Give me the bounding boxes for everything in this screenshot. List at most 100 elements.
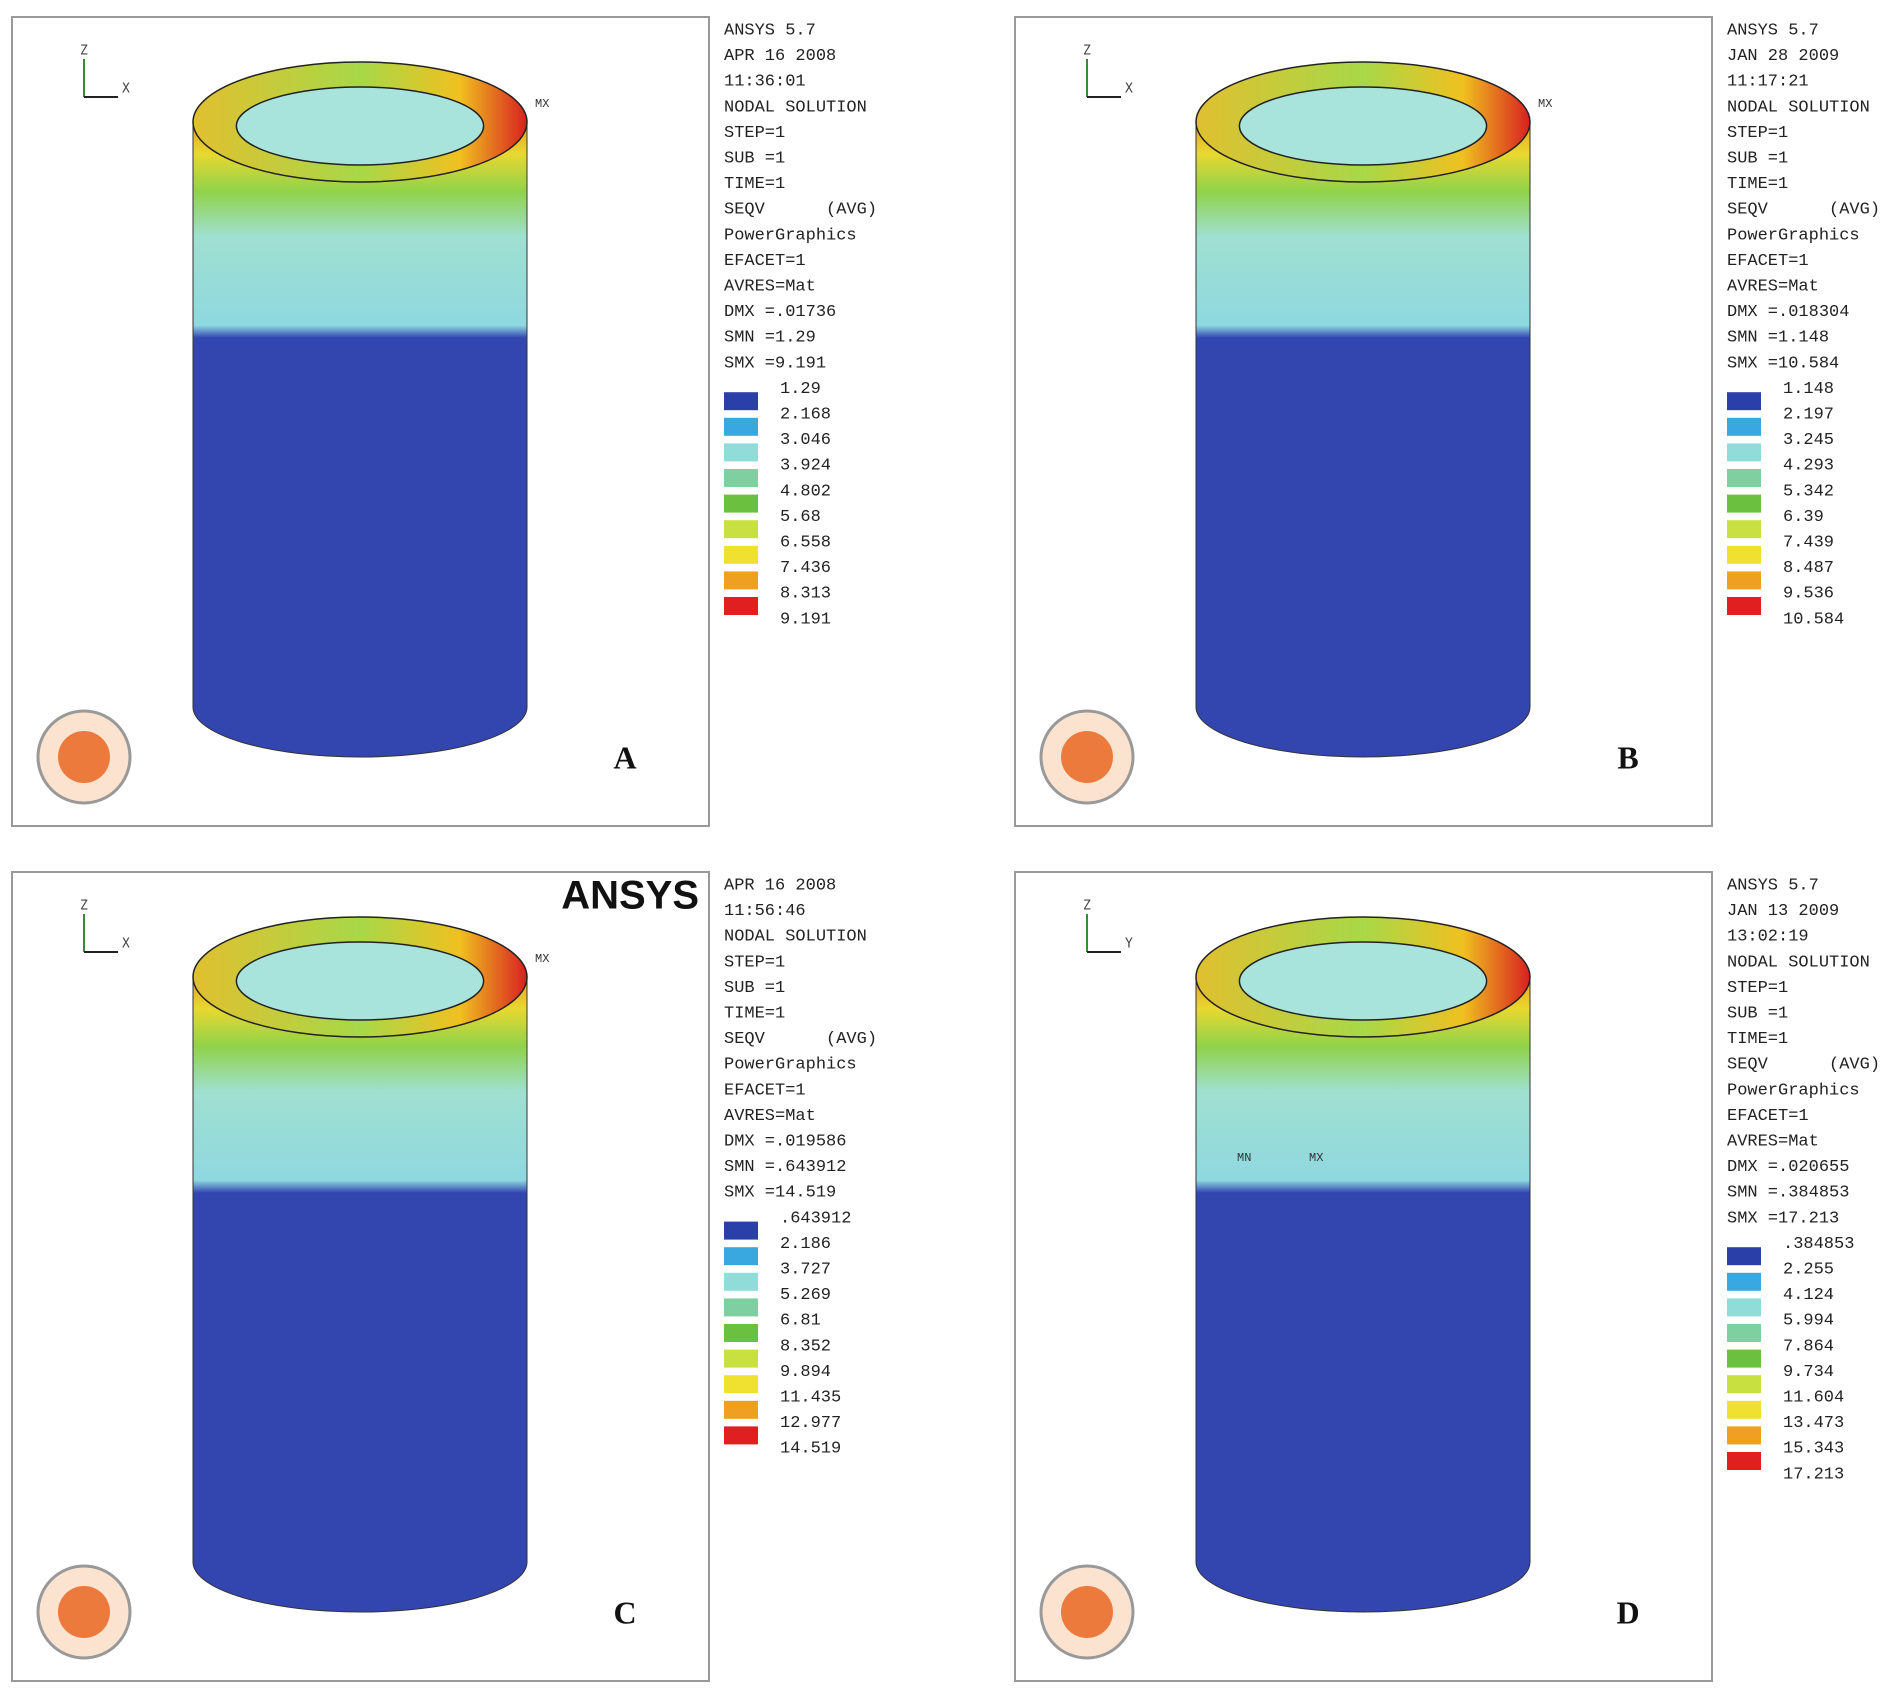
axis-label: X xyxy=(1125,82,1133,97)
legend-swatch xyxy=(724,571,758,590)
info-line: ANSYS 5.7 xyxy=(1727,876,1819,895)
legend-swatch xyxy=(724,1272,758,1291)
info-line: SMN =1.148 xyxy=(1727,329,1829,348)
cylinder-bore xyxy=(235,941,485,1021)
info-line: SEQV (AVG) xyxy=(1727,201,1880,220)
legend-swatch xyxy=(724,417,758,436)
legend-swatch xyxy=(1727,1272,1761,1291)
legend-swatch xyxy=(1727,597,1761,615)
info-line: JAN 13 2009 xyxy=(1727,902,1839,921)
info-line: SMX =17.213 xyxy=(1727,1209,1839,1228)
legend-value: 4.124 xyxy=(1783,1286,1834,1305)
legend-swatch xyxy=(1727,417,1761,436)
legend-swatch xyxy=(724,1221,758,1240)
legend-swatch xyxy=(1727,520,1761,539)
info-line: EFACET=1 xyxy=(1727,252,1809,271)
legend-value: 3.245 xyxy=(1783,431,1834,450)
info-line: ANSYS 5.7 xyxy=(724,21,816,40)
info-line: SUB =1 xyxy=(724,979,785,998)
info-line: APR 16 2008 xyxy=(724,876,836,895)
legend-value: 7.439 xyxy=(1783,533,1834,552)
info-line: NODAL SOLUTION xyxy=(1727,953,1870,972)
info-line: SMX =10.584 xyxy=(1727,354,1839,373)
extreme-marker: MX xyxy=(1538,97,1552,111)
info-line: SMX =9.191 xyxy=(724,354,826,373)
legend-value: 5.342 xyxy=(1783,482,1834,501)
panel-letter: D xyxy=(1616,1594,1639,1630)
info-line: PowerGraphics xyxy=(1727,1081,1860,1100)
axis-label: Z xyxy=(1083,44,1091,59)
legend-swatch xyxy=(1727,469,1761,487)
info-line: TIME=1 xyxy=(724,175,785,194)
legend-swatch xyxy=(724,1324,758,1342)
legend-value: 11.604 xyxy=(1783,1388,1844,1407)
panel: Z X MX A ANSYS 5.7 APR 16 2008 11:36:01 NODAL S… xyxy=(11,16,877,827)
info-line: TIME=1 xyxy=(1727,175,1788,194)
legend-swatch xyxy=(1727,1400,1761,1419)
cylinder-bore xyxy=(1238,941,1488,1021)
panel-letter: C xyxy=(613,1594,636,1630)
info-line: AVRES=Mat xyxy=(724,277,816,296)
axis-label: Z xyxy=(80,44,88,59)
legend-value: .384853 xyxy=(1783,1235,1854,1254)
legend-value: 6.81 xyxy=(780,1312,821,1331)
society-logo-core xyxy=(58,731,110,783)
legend-swatch xyxy=(1727,545,1761,564)
legend-swatch xyxy=(1727,1298,1761,1317)
info-line: DMX =.018304 xyxy=(1727,303,1849,322)
panel-letter: A xyxy=(613,739,636,775)
society-logo-core xyxy=(1061,731,1113,783)
panel: Z X MX ANSYS C APR 16 2008 11:56:46 NODAL SOLUT… xyxy=(11,871,877,1682)
legend-swatch xyxy=(724,520,758,539)
legend-swatch xyxy=(1727,443,1761,462)
legend-value: 5.994 xyxy=(1783,1312,1834,1331)
info-line: EFACET=1 xyxy=(724,252,806,271)
legend-swatch xyxy=(1727,392,1761,411)
info-line: STEP=1 xyxy=(724,953,785,972)
legend-swatch xyxy=(724,1247,758,1266)
legend-value: 11.435 xyxy=(780,1388,841,1407)
info-line: TIME=1 xyxy=(1727,1030,1788,1049)
cylinder-body xyxy=(1195,121,1531,758)
legend-swatch xyxy=(724,545,758,564)
info-line: STEP=1 xyxy=(724,124,785,143)
info-line: AVRES=Mat xyxy=(1727,1132,1819,1151)
cylinder-body xyxy=(192,976,528,1613)
info-line: PowerGraphics xyxy=(1727,226,1860,245)
legend-value: 3.727 xyxy=(780,1260,831,1279)
legend-value: 2.168 xyxy=(780,405,831,424)
legend-value: 7.864 xyxy=(1783,1337,1834,1356)
info-line: APR 16 2008 xyxy=(724,47,836,66)
legend-swatch xyxy=(1727,1324,1761,1342)
legend-value: 14.519 xyxy=(780,1440,841,1459)
legend-value: 3.046 xyxy=(780,431,831,450)
legend-value: .643912 xyxy=(780,1209,851,1228)
legend-value: 8.313 xyxy=(780,585,831,604)
legend-value: 8.352 xyxy=(780,1337,831,1356)
info-line: SMX =14.519 xyxy=(724,1184,836,1203)
legend-swatch xyxy=(724,1375,758,1394)
legend-value: 6.39 xyxy=(1783,508,1824,527)
info-line: SMN =1.29 xyxy=(724,329,816,348)
legend-swatch xyxy=(1727,1375,1761,1394)
info-line: PowerGraphics xyxy=(724,1056,857,1075)
legend-swatch xyxy=(724,597,758,615)
legend-value: 13.473 xyxy=(1783,1414,1844,1433)
info-line: EFACET=1 xyxy=(724,1081,806,1100)
legend-value: 9.894 xyxy=(780,1363,831,1382)
legend-swatch xyxy=(724,1400,758,1419)
info-line: ANSYS 5.7 xyxy=(1727,21,1819,40)
info-line: 11:56:46 xyxy=(724,902,806,921)
legend-value: 1.148 xyxy=(1783,380,1834,399)
legend-value: 8.487 xyxy=(1783,559,1834,578)
info-line: TIME=1 xyxy=(724,1004,785,1023)
info-line: SUB =1 xyxy=(1727,149,1788,168)
legend-value: 9.536 xyxy=(1783,585,1834,604)
info-line: AVRES=Mat xyxy=(1727,277,1819,296)
info-line: 11:36:01 xyxy=(724,73,806,92)
legend-value: 4.802 xyxy=(780,482,831,501)
info-line: 11:17:21 xyxy=(1727,73,1809,92)
extreme-marker: MX xyxy=(535,97,549,111)
society-logo-core xyxy=(1061,1586,1113,1638)
extreme-marker: MN xyxy=(1237,1151,1251,1165)
